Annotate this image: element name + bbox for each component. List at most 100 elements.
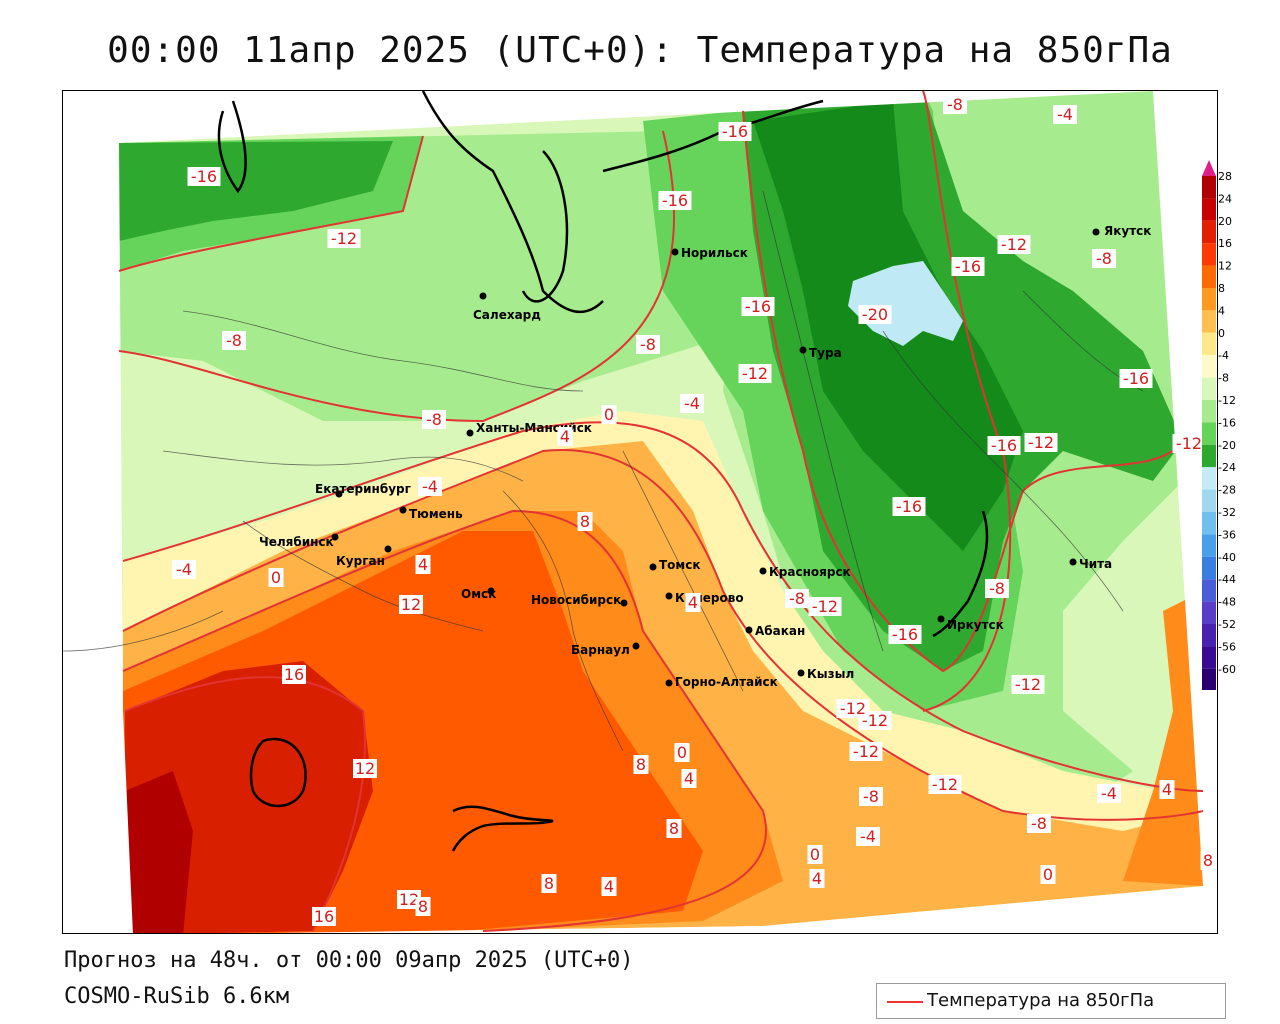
svg-text:-4: -4 (176, 560, 192, 579)
contour-label: -12 (849, 742, 883, 761)
contour-label: -16 (987, 436, 1021, 455)
domain-mask (63, 91, 1217, 933)
city-dot (797, 669, 805, 677)
city-name: Омск (461, 587, 496, 601)
svg-text:4: 4 (604, 877, 614, 896)
svg-text:-8: -8 (1031, 814, 1047, 833)
scale-swatch (1202, 579, 1216, 602)
svg-text:-20: -20 (862, 305, 888, 324)
scale-tick-label: 8 (1218, 282, 1225, 295)
contour-label: -16 (888, 625, 922, 644)
city-dot (632, 642, 640, 650)
contour-label: -16 (741, 297, 775, 316)
city-dot (384, 545, 392, 553)
svg-text:-12: -12 (1015, 675, 1041, 694)
city-dot (466, 429, 474, 437)
scale-swatch (1202, 243, 1216, 266)
contour-label: -4 (1053, 105, 1077, 124)
svg-text:-16: -16 (722, 122, 748, 141)
city-name: Томск (659, 558, 701, 572)
svg-text:16: 16 (284, 665, 304, 684)
city-dot (620, 599, 628, 607)
scale-tick-label: -40 (1218, 551, 1236, 564)
city-dot (331, 533, 339, 541)
svg-text:-12: -12 (742, 364, 768, 383)
city-dot (759, 567, 767, 575)
city-name: Барнаул (571, 643, 630, 657)
contour-label: -12 (1011, 675, 1045, 694)
scale-swatch (1202, 556, 1216, 580)
city-name: Иркутск (947, 618, 1004, 632)
svg-text:4: 4 (688, 593, 698, 612)
contour-label: 4 (1159, 780, 1175, 799)
scale-tick-label: -32 (1218, 506, 1236, 519)
scale-swatch (1202, 176, 1216, 199)
contour-label: 12 (353, 759, 377, 778)
scale-swatch (1202, 534, 1216, 557)
city-name: Салехард (473, 308, 541, 322)
svg-text:4: 4 (418, 555, 428, 574)
scale-swatch (1202, 601, 1216, 624)
contour-label: -8 (943, 95, 967, 114)
svg-text:0: 0 (271, 568, 281, 587)
city-dot (671, 248, 679, 256)
city-name: Кемерово (675, 591, 744, 605)
svg-text:-8: -8 (426, 410, 442, 429)
svg-text:4: 4 (684, 769, 694, 788)
svg-text:8: 8 (544, 874, 554, 893)
svg-text:-12: -12 (1176, 434, 1202, 453)
svg-text:-8: -8 (863, 787, 879, 806)
scale-tick-label: 24 (1218, 192, 1232, 205)
city-dot (1069, 558, 1077, 566)
svg-text:12: 12 (399, 890, 419, 909)
svg-text:-12: -12 (331, 229, 357, 248)
contour-labels-layer: -16 -12 -16 -16 -8 -4 -12 -16 -8 -8 -16 -20 -8 -12 -16… (172, 95, 1216, 926)
scale-top-arrow (1202, 160, 1216, 176)
svg-text:0: 0 (604, 405, 614, 424)
svg-text:4: 4 (812, 869, 822, 888)
svg-text:8: 8 (1203, 851, 1213, 870)
svg-text:-8: -8 (640, 335, 656, 354)
svg-text:-12: -12 (853, 742, 879, 761)
model-name: COSMO-RuSib 6.6км (64, 984, 290, 1009)
scale-tick-label: -36 (1218, 528, 1236, 541)
forecast-info: Прогноз на 48ч. от 00:00 09апр 2025 (UTC… (64, 948, 634, 973)
contour-label: -4 (680, 394, 704, 413)
svg-text:-8: -8 (947, 95, 963, 114)
contour-label: -12 (327, 229, 361, 248)
contour-label: -16 (718, 122, 752, 141)
contour-label: 8 (415, 897, 431, 916)
svg-text:-16: -16 (745, 297, 771, 316)
scale-tick-label: -8 (1218, 372, 1229, 385)
city-name: Ханты-Мансийск (476, 421, 592, 435)
color-scale: 28 24 20 16 12 8 4 0 -4 -8 -12 -16 -20 -24 -28 -32 -36 -4… (1202, 160, 1236, 690)
admin-borders (63, 190, 1144, 752)
contour-label: -8 (636, 335, 660, 354)
city-name: Челябинск (259, 535, 334, 549)
contour-label: 0 (1040, 865, 1056, 884)
city-name: Екатеринбург (315, 482, 411, 496)
city-name: Тюмень (409, 507, 463, 521)
city-name: Норильск (681, 246, 748, 260)
svg-text:12: 12 (401, 595, 421, 614)
contour-label: -20 (858, 305, 892, 324)
scale-tick-label: 4 (1218, 304, 1225, 317)
contour-label: -8 (1027, 814, 1051, 833)
contour-label: -16 (892, 497, 926, 516)
scale-swatch (1202, 668, 1216, 690)
scale-tick-label: -48 (1218, 596, 1236, 609)
city-dot (745, 626, 753, 634)
contour-label: 0 (674, 743, 690, 762)
svg-text:8: 8 (418, 897, 428, 916)
scale-swatch (1202, 332, 1216, 356)
scale-tick-label: 20 (1218, 215, 1232, 228)
city-name: Новосибирск (531, 593, 621, 607)
city-dot (1092, 228, 1100, 236)
svg-text:-16: -16 (662, 191, 688, 210)
contour-label: -12 (928, 775, 962, 794)
contour-label: -12 (808, 597, 842, 616)
contour-label: -16 (658, 191, 692, 210)
contour-label: -16 (187, 167, 221, 186)
svg-text:16: 16 (314, 907, 334, 926)
contour-label: -12 (836, 699, 870, 718)
